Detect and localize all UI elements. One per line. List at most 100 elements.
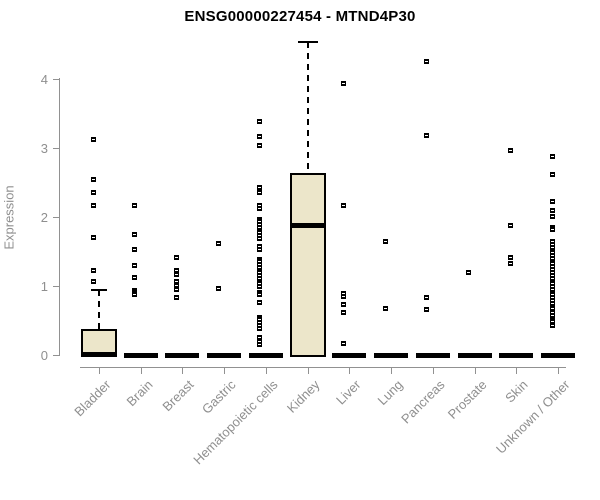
outlier-point-slit	[550, 156, 554, 158]
outlier-point-slit	[91, 269, 95, 271]
median-line	[81, 351, 117, 357]
outlier-point	[549, 292, 555, 298]
outlier-point	[215, 285, 221, 291]
outlier-point	[549, 319, 555, 325]
y-axis-tick-label: 1	[40, 278, 48, 294]
outlier-point	[382, 305, 388, 311]
outlier-point	[257, 270, 263, 276]
outlier-point-slit	[258, 121, 262, 123]
outlier-point-slit	[550, 252, 554, 254]
outlier-point	[257, 219, 263, 225]
outlier-point-slit	[174, 256, 178, 258]
outlier-point-slit	[550, 318, 554, 320]
outlier-point	[340, 80, 346, 86]
outlier-point	[257, 267, 263, 273]
outlier-point	[173, 282, 179, 288]
outlier-point-slit	[91, 204, 95, 206]
outlier-point	[257, 235, 263, 241]
outlier-point	[173, 286, 179, 292]
outlier-point	[549, 213, 555, 219]
outlier-point	[257, 273, 263, 279]
outlier-point	[549, 242, 555, 248]
x-axis-tick	[349, 367, 351, 374]
outlier-point	[549, 264, 555, 270]
outlier-point	[215, 241, 221, 247]
outlier-point	[507, 148, 513, 154]
outlier-point-slit	[258, 266, 262, 268]
outlier-point-slit	[550, 174, 554, 176]
outlier-point-slit	[550, 244, 554, 246]
outlier-point-slit	[341, 342, 345, 344]
outlier-point-slit	[425, 61, 429, 63]
outlier-point-slit	[91, 139, 95, 141]
collapsed-boxplot-bar	[332, 353, 367, 358]
outlier-point	[549, 275, 555, 281]
outlier-point	[90, 234, 96, 240]
outlier-point-slit	[174, 297, 178, 299]
outlier-point	[173, 271, 179, 277]
outlier-point-slit	[174, 284, 178, 286]
outlier-point	[257, 227, 263, 233]
outlier-point-slit	[133, 277, 137, 279]
outlier-point	[90, 202, 96, 208]
outlier-point-slit	[550, 266, 554, 268]
outlier-point-slit	[133, 233, 137, 235]
outlier-point-slit	[550, 215, 554, 217]
outlier-point-slit	[258, 272, 262, 274]
outlier-point	[549, 309, 555, 315]
outlier-point	[549, 244, 555, 250]
outlier-point-slit	[508, 256, 512, 258]
outlier-point-slit	[133, 248, 137, 250]
outlier-point	[257, 314, 263, 320]
outlier-point	[257, 216, 263, 222]
outlier-point	[549, 172, 555, 178]
collapsed-boxplot-bar	[499, 353, 534, 358]
outlier-point	[257, 264, 263, 270]
outlier-point-slit	[133, 289, 137, 291]
outlier-point	[257, 281, 263, 287]
y-axis-tick	[53, 216, 59, 218]
outlier-point	[549, 297, 555, 303]
outlier-point-slit	[258, 232, 262, 234]
outlier-point-slit	[174, 281, 178, 283]
outlier-point-slit	[550, 241, 554, 243]
collapsed-boxplot-bar	[248, 353, 283, 358]
outlier-point-slit	[550, 228, 554, 230]
collapsed-boxplot-bar	[541, 353, 576, 358]
outlier-point-slit	[174, 273, 178, 275]
outlier-point	[257, 205, 263, 211]
outlier-point	[257, 322, 263, 328]
collapsed-boxplot-bar	[374, 353, 409, 358]
outlier-point-slit	[133, 205, 137, 207]
outlier-point	[90, 176, 96, 182]
x-axis-tick	[474, 367, 476, 374]
outlier-point-slit	[550, 315, 554, 317]
x-axis-tick	[432, 367, 434, 374]
outlier-point-slit	[550, 246, 554, 248]
outlier-point	[257, 292, 263, 298]
median-line	[289, 223, 326, 229]
outlier-point-slit	[550, 257, 554, 259]
outlier-point-slit	[258, 192, 262, 194]
outlier-point	[340, 302, 346, 308]
collapsed-boxplot-bar	[207, 353, 242, 358]
outlier-point	[257, 190, 263, 196]
outlier-point	[257, 246, 263, 252]
outlier-point	[257, 278, 263, 284]
outlier-point	[549, 316, 555, 322]
outlier-point	[340, 291, 346, 297]
outlier-point	[257, 317, 263, 323]
outlier-point	[132, 262, 138, 268]
outlier-point-slit	[550, 249, 554, 251]
outlier-point-slit	[550, 263, 554, 265]
outlier-point	[549, 284, 555, 290]
outlier-point-slit	[258, 221, 262, 223]
outlier-point	[173, 254, 179, 260]
collapsed-boxplot-bar	[165, 353, 200, 358]
outlier-point-slit	[216, 243, 220, 245]
y-axis-tick-label: 3	[40, 140, 48, 156]
outlier-point-slit	[508, 262, 512, 264]
outlier-point	[340, 203, 346, 209]
outlier-point-slit	[258, 280, 262, 282]
x-axis	[80, 367, 566, 368]
